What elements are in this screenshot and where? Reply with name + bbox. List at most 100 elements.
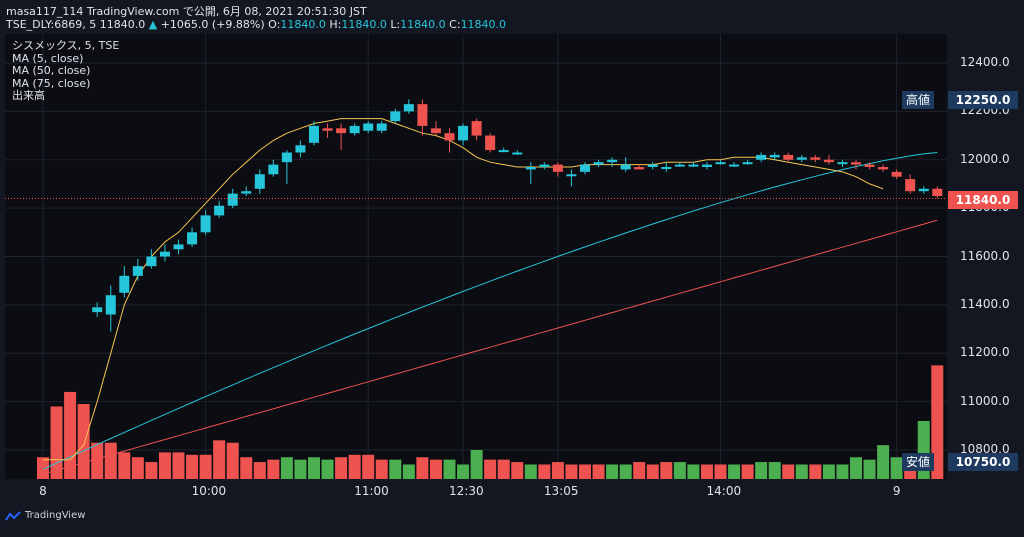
volume-bar <box>91 442 104 479</box>
chart-header: masa117_114 TradingView.com で公開, 6月 08, … <box>0 0 1024 34</box>
candle-body <box>485 135 496 151</box>
candle-body <box>227 193 238 206</box>
candle-body <box>295 145 306 153</box>
ohlc-line: TSE_DLY:6869, 5 11840.0 ▲ +1065.0 (+9.88… <box>6 18 506 31</box>
open-label: O: <box>268 18 281 31</box>
volume-bar <box>118 452 131 479</box>
volume-bar <box>538 464 551 479</box>
volume-bar <box>77 404 90 479</box>
volume-bar <box>741 464 754 479</box>
volume-bar <box>226 442 239 479</box>
candle-body <box>214 205 225 216</box>
candle-body <box>566 174 577 177</box>
volume-bar <box>836 464 849 479</box>
candle-body <box>403 104 414 112</box>
candle-body <box>810 157 821 160</box>
candle-body <box>742 162 753 165</box>
candle-body <box>661 167 672 170</box>
volume-bar <box>348 454 361 479</box>
legend-ma75[interactable]: MA (75, close) <box>12 76 91 90</box>
volume-bar <box>592 464 605 479</box>
x-tick-label: 11:00 <box>354 484 389 498</box>
volume-bar <box>335 457 348 479</box>
candle-body <box>349 125 360 134</box>
low-tag-label: 安値 <box>906 455 931 469</box>
legend-ma5[interactable]: MA (5, close) <box>12 51 84 65</box>
volume-bar <box>931 365 944 479</box>
indicator-legend: シスメックス, 5, TSE MA (5, close) MA (50, clo… <box>12 39 120 103</box>
volume-bar <box>172 452 185 479</box>
candle-body <box>254 174 265 189</box>
time-axis[interactable] <box>5 479 947 503</box>
volume-bar <box>321 459 334 479</box>
x-tick-label: 8 <box>39 484 47 498</box>
high-price-tag: 高値 <box>902 91 935 109</box>
candle-body <box>756 154 767 160</box>
candle-body <box>783 154 794 160</box>
symbol: TSE_DLY:6869, 5 <box>6 18 97 31</box>
y-tick-label: 12400.0 <box>960 55 1010 70</box>
legend-symbol[interactable]: シスメックス, 5, TSE <box>12 39 120 52</box>
volume-bar <box>511 462 524 479</box>
x-tick-label: 10:00 <box>191 484 227 498</box>
candle-body <box>132 266 143 276</box>
volume-bar <box>795 464 808 479</box>
volume-bar <box>280 457 293 479</box>
last-price: 11840.0 <box>99 18 146 31</box>
volume-bar <box>253 462 266 479</box>
candle-body <box>119 275 130 293</box>
candle-body <box>525 167 536 170</box>
volume-bar <box>782 464 795 479</box>
high-label: H: <box>329 18 342 31</box>
candle-body <box>336 128 347 134</box>
candle-body <box>932 188 943 197</box>
y-tick-label: 11200.0 <box>960 345 1010 360</box>
y-tick-label: 11600.0 <box>960 248 1010 263</box>
candle-body <box>715 162 726 165</box>
candle-body <box>634 167 645 170</box>
volume-bar <box>267 459 280 479</box>
volume-bar <box>145 462 158 479</box>
candle-body <box>309 125 319 143</box>
candle-body <box>905 179 916 192</box>
volume-bar <box>850 457 862 479</box>
low-label: L: <box>390 18 401 31</box>
ma50-line <box>42 152 938 470</box>
volume-bar <box>714 464 727 479</box>
high-price-box: 12250.0 <box>948 91 1018 109</box>
brand-name: TradingView <box>25 510 86 521</box>
candle-body <box>322 128 333 131</box>
volume-bar <box>524 464 537 479</box>
candle-body <box>769 154 780 158</box>
candle-body <box>647 164 658 168</box>
candle-body <box>92 307 103 313</box>
volume-bar <box>64 391 77 479</box>
legend-volume[interactable]: 出来高 <box>12 89 45 102</box>
candle-body <box>607 159 618 163</box>
volume-bar <box>457 464 470 479</box>
candle-body <box>159 251 170 257</box>
candle-body <box>878 167 889 170</box>
candle-body <box>471 121 482 136</box>
candle-body <box>539 164 550 168</box>
footer-brand[interactable]: TradingView <box>5 510 85 521</box>
last-price-box: 11840.0 <box>948 191 1018 209</box>
volume-bar <box>443 459 456 479</box>
price-chart <box>5 34 947 479</box>
volume-bar <box>877 445 890 479</box>
low-price-tag: 安値 <box>902 453 935 471</box>
candle-body <box>823 159 834 163</box>
volume-bar <box>646 464 659 479</box>
volume-bar <box>186 454 199 479</box>
legend-ma50[interactable]: MA (50, close) <box>12 64 91 77</box>
high-value: 11840.0 <box>341 18 387 31</box>
y-tick-label: 12000.0 <box>960 151 1010 166</box>
candle-body <box>674 164 685 167</box>
candle-body <box>851 162 861 165</box>
chart-plot-area[interactable] <box>5 34 947 479</box>
volume-bar <box>822 464 835 479</box>
volume-bar <box>199 454 212 479</box>
up-arrow-icon: ▲ <box>148 18 158 31</box>
candle-body <box>512 152 523 155</box>
candle-body <box>620 164 631 170</box>
